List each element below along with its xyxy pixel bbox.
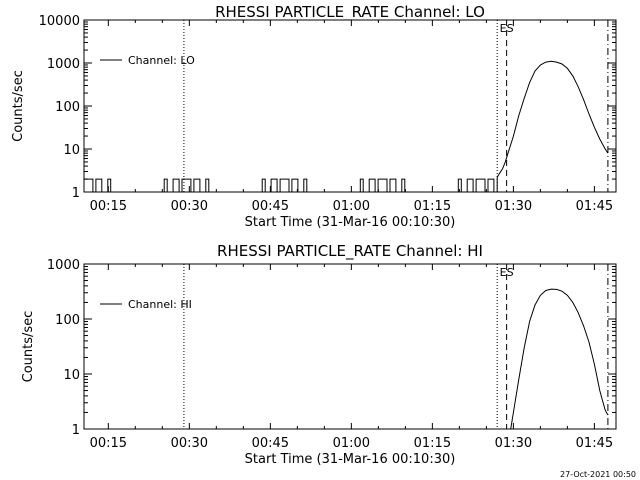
x-tick-label: 01:15 xyxy=(414,199,451,214)
series-line xyxy=(84,60,609,193)
legend-label: Channel: HI xyxy=(128,298,192,311)
y-tick-label: 1 xyxy=(72,186,80,201)
x-tick-label: 00:45 xyxy=(252,436,289,451)
chart-title: RHESSI PARTICLE_RATE Channel: HI xyxy=(217,242,483,261)
x-tick-label: 01:45 xyxy=(576,199,613,214)
x-tick-label: 00:30 xyxy=(171,199,208,214)
y-tick-label: 1 xyxy=(72,423,80,438)
y-tick-label: 10 xyxy=(63,368,80,383)
y-tick-label: 100 xyxy=(55,313,80,328)
marker-label: ES xyxy=(500,22,514,35)
creation-date-footer: 27-Oct-2021 00:50 xyxy=(560,470,636,479)
y-axis-label: Counts/sec xyxy=(21,311,36,383)
x-tick-label: 01:00 xyxy=(333,436,370,451)
y-tick-label: 1000 xyxy=(47,57,80,72)
x-tick-label: 01:30 xyxy=(495,436,532,451)
x-tick-label: 01:45 xyxy=(576,436,613,451)
x-tick-label: 01:30 xyxy=(495,199,532,214)
y-tick-label: 100 xyxy=(55,100,80,115)
series-line xyxy=(510,288,609,430)
y-tick-label: 1000 xyxy=(47,258,80,273)
x-tick-label: 01:00 xyxy=(333,199,370,214)
x-tick-label: 01:15 xyxy=(414,436,451,451)
y-tick-label: 10 xyxy=(63,143,80,158)
x-tick-label: 00:15 xyxy=(90,199,127,214)
legend-label: Channel: LO xyxy=(128,54,195,67)
x-axis-label: Start Time (31-Mar-16 00:10:30) xyxy=(245,215,456,230)
marker-label: ES xyxy=(500,266,514,279)
chart-title: RHESSI PARTICLE_RATE Channel: LO xyxy=(215,3,485,22)
plot-frame xyxy=(83,19,617,193)
x-tick-label: 00:15 xyxy=(90,436,127,451)
plot-frame xyxy=(83,263,617,430)
x-tick-label: 00:30 xyxy=(171,436,208,451)
y-tick-label: 10000 xyxy=(39,14,80,29)
x-axis-label: Start Time (31-Mar-16 00:10:30) xyxy=(245,452,456,467)
x-tick-label: 00:45 xyxy=(252,199,289,214)
y-axis-label: Counts/sec xyxy=(11,70,26,142)
